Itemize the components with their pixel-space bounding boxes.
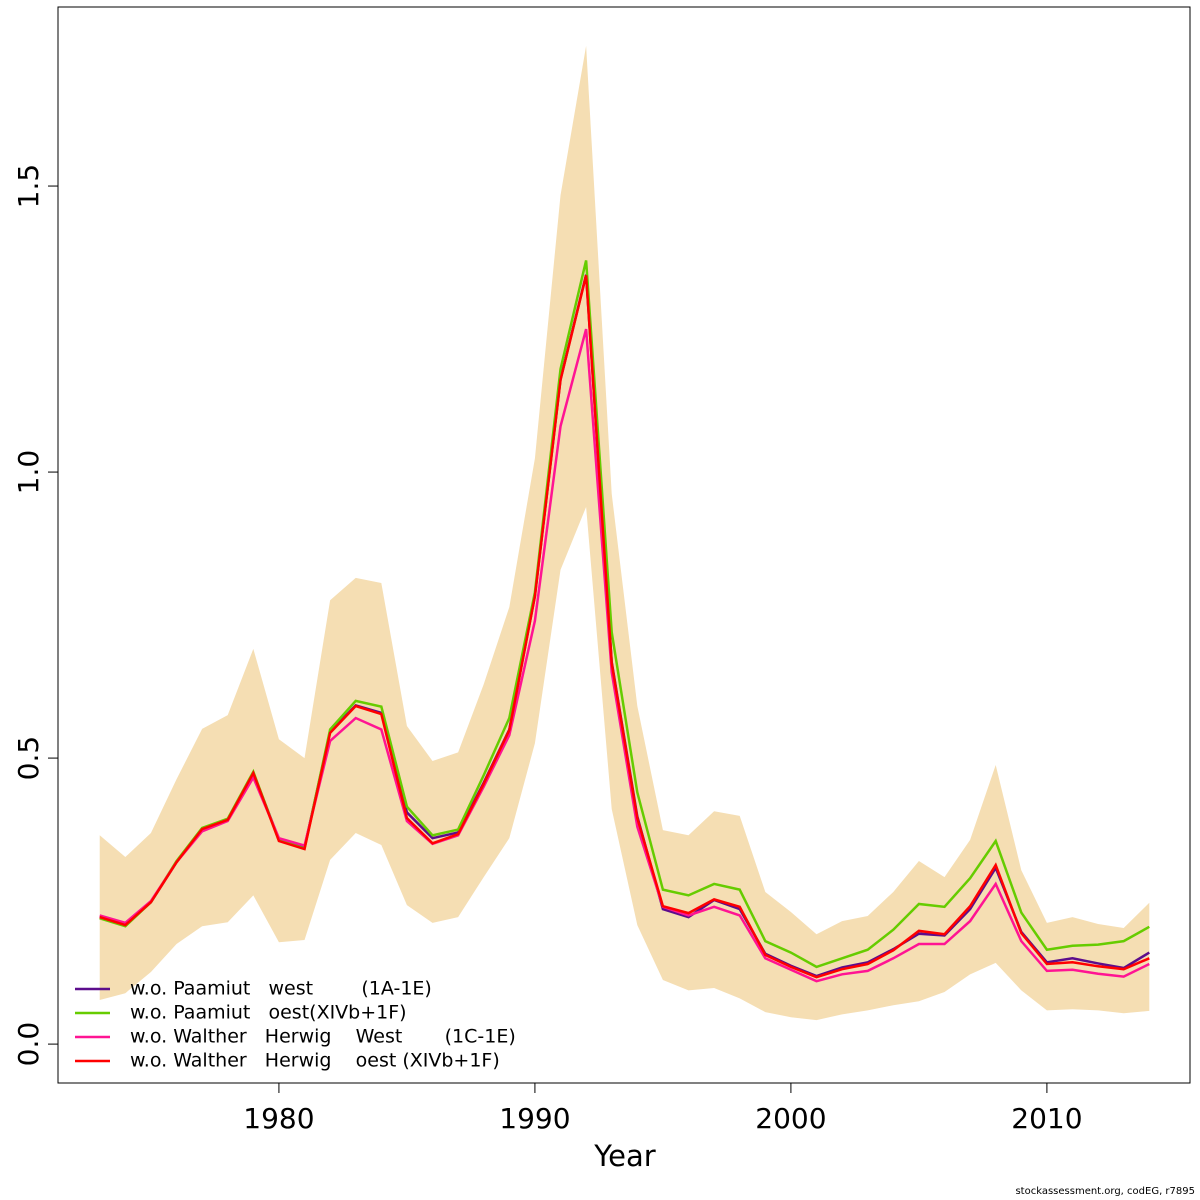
y-tick-label: 1.5 [12, 164, 45, 209]
confidence-band [99, 45, 1150, 1021]
x-tick-label: 2000 [755, 1102, 826, 1135]
x-tick-label: 1990 [499, 1102, 570, 1135]
series-line [99, 274, 1150, 979]
legend-text: w.o. Paamiut oest(XIVb+1F) [130, 1002, 407, 1024]
legend-text: w.o. Walther Herwig West (1C-1E) [130, 1026, 516, 1048]
x-tick-label: 2010 [1011, 1102, 1082, 1135]
plot-frame [57, 6, 1191, 1084]
x-tick-label: 1980 [243, 1102, 314, 1135]
legend-text: w.o. Walther Herwig oest (XIVb+1F) [130, 1050, 500, 1072]
y-tick-label: 1.0 [12, 450, 45, 495]
footer: stockassessment.org, codEG, r7895 [1015, 1186, 1195, 1197]
y-tick-label: 0.0 [12, 1022, 45, 1067]
legend-text: w.o. Paamiut west (1A-1E) [130, 978, 432, 1000]
x-axis-label: Year [593, 1139, 655, 1173]
y-tick-label: 0.5 [12, 736, 45, 781]
